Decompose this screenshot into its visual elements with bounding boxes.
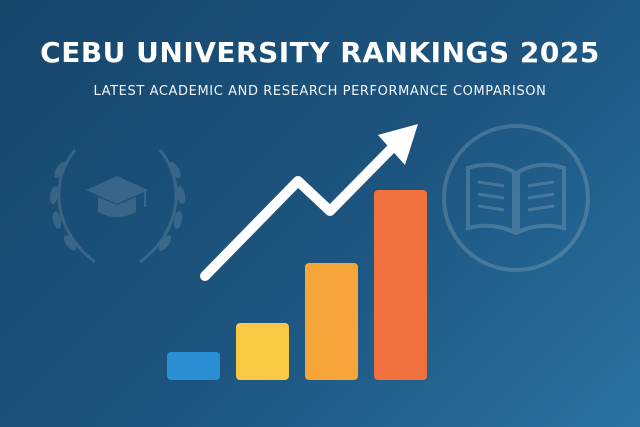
graduation-cap-laurel-icon bbox=[49, 149, 186, 264]
page-title: CEBU UNIVERSITY RANKINGS 2025 bbox=[40, 36, 600, 69]
open-book-icon bbox=[442, 124, 590, 272]
bar-2 bbox=[236, 323, 289, 380]
bar-1 bbox=[167, 352, 220, 380]
bar-4 bbox=[374, 190, 427, 380]
trend-arrow-icon bbox=[200, 124, 418, 281]
bar-3 bbox=[305, 263, 358, 380]
bar-chart bbox=[167, 190, 427, 380]
page-subtitle: LATEST ACADEMIC AND RESEARCH PERFORMANCE… bbox=[93, 84, 547, 99]
